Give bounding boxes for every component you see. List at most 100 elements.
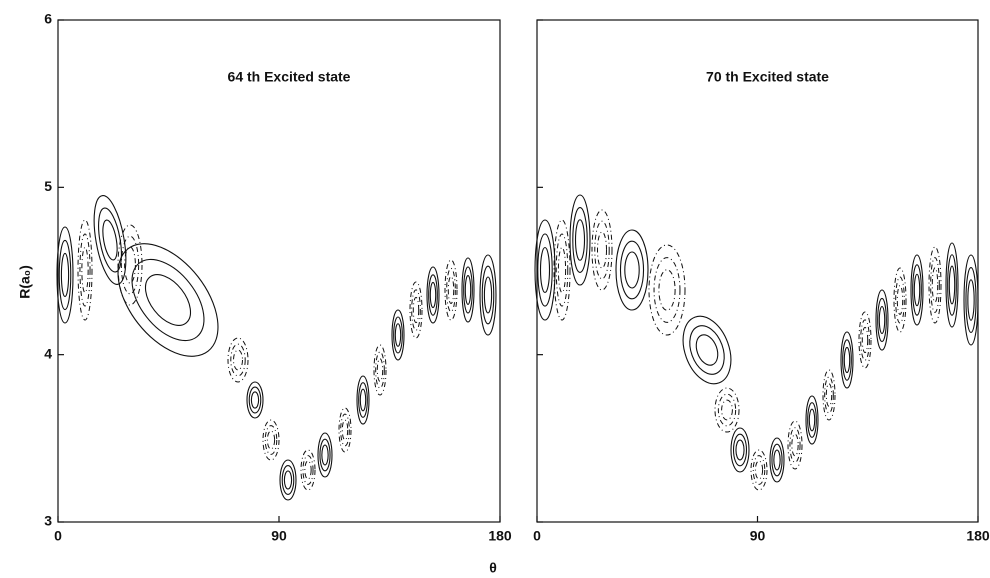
contour-positive	[682, 315, 732, 385]
contour-negative	[341, 419, 349, 441]
contour-positive	[483, 276, 493, 314]
contour-negative	[754, 460, 764, 480]
contour-negative	[304, 460, 312, 480]
contour-positive	[735, 439, 745, 461]
contour-positive	[98, 207, 122, 273]
contour-positive	[808, 408, 816, 432]
contour-positive	[732, 433, 748, 467]
contour-positive	[695, 334, 719, 366]
contour-positive	[428, 274, 438, 316]
contour-negative	[553, 219, 571, 321]
contour-positive	[875, 289, 889, 351]
panel: 64 th Excited state 3 4 5 6 0 90 180 R(a₀) θ	[17, 11, 512, 576]
y-tick-label: 6	[44, 11, 52, 27]
contour-positive	[479, 254, 497, 336]
contour-negative	[264, 425, 278, 455]
x-tick-label: 180	[488, 528, 512, 544]
contour-positive	[93, 195, 127, 285]
contour-negative	[230, 343, 246, 377]
contour-negative	[721, 399, 733, 421]
contour-positive	[773, 449, 781, 471]
contour-positive	[840, 331, 854, 389]
contour-negative	[787, 420, 803, 470]
contour-positive	[877, 297, 887, 343]
contour-negative	[338, 407, 352, 453]
contour-positive	[842, 339, 852, 381]
contour-negative	[300, 449, 316, 491]
contour-positive	[356, 375, 370, 425]
contour-positive	[947, 254, 957, 316]
contour-negative	[409, 281, 423, 339]
contour-positive	[429, 281, 437, 309]
contour-positive	[913, 273, 921, 307]
x-tick-label: 90	[271, 528, 287, 544]
contour-negative	[858, 311, 872, 369]
contour-positive	[572, 207, 588, 273]
contour-negative	[446, 267, 456, 313]
x-tick-label: 0	[533, 528, 541, 544]
contour-positive	[464, 275, 472, 305]
contour-positive	[967, 279, 975, 321]
contour-positive	[537, 233, 553, 307]
contour-positive	[945, 242, 959, 328]
contour-negative	[124, 246, 136, 284]
contour-positive	[910, 254, 924, 326]
contour-positive	[60, 252, 70, 298]
contour-positive	[321, 444, 329, 466]
contour-positive	[619, 240, 645, 300]
contour-negative	[893, 267, 907, 333]
contour-negative	[227, 337, 249, 383]
contour-positive	[534, 219, 556, 321]
contour-positive	[807, 402, 817, 438]
contour-positive	[246, 381, 264, 419]
contour-positive	[843, 346, 851, 374]
contour-negative	[931, 267, 939, 303]
contour-positive	[391, 309, 405, 361]
contour-negative	[658, 269, 676, 311]
contour-negative	[597, 231, 607, 269]
contour-negative	[752, 455, 766, 485]
contour-negative	[861, 326, 869, 354]
contour-negative	[822, 369, 836, 421]
contour-negative	[557, 247, 567, 293]
plot-frame	[57, 19, 501, 523]
contour-positive	[279, 459, 297, 501]
contour-positive	[281, 465, 295, 495]
contour-positive	[878, 305, 886, 335]
contour-negative	[340, 413, 350, 447]
contour-negative	[262, 419, 280, 461]
contour-negative	[233, 349, 243, 371]
contour-negative	[896, 285, 904, 315]
contour-positive	[56, 226, 74, 324]
contour-negative	[77, 219, 93, 321]
contour-negative	[79, 233, 91, 307]
x-tick-label: 180	[966, 528, 990, 544]
panel-title: 70 th Excited state	[706, 69, 829, 85]
y-axis-label: R(a₀)	[17, 265, 33, 299]
contour-negative	[120, 235, 140, 295]
panel-title: 64 th Excited state	[228, 69, 351, 85]
contour-negative	[302, 455, 314, 485]
contour-positive	[948, 265, 956, 305]
contour-positive	[624, 251, 640, 289]
contour-positive	[250, 391, 260, 409]
contour-negative	[791, 433, 799, 457]
contour-negative	[373, 344, 387, 396]
contour-positive	[912, 264, 922, 316]
contour-positive	[144, 274, 192, 326]
x-tick-label: 0	[54, 528, 62, 544]
contour-negative	[825, 383, 833, 407]
contour-negative	[895, 276, 905, 324]
contour-positive	[574, 219, 586, 261]
contour-negative	[824, 376, 834, 414]
contour-positive	[539, 246, 551, 294]
contour-positive	[615, 229, 649, 311]
contour-negative	[714, 387, 740, 433]
y-tick-label: 5	[44, 178, 52, 194]
contour-positive	[771, 443, 783, 477]
contour-positive	[426, 266, 440, 324]
contour-negative	[412, 296, 420, 324]
contour-positive	[481, 265, 495, 325]
contour-negative	[266, 430, 276, 450]
